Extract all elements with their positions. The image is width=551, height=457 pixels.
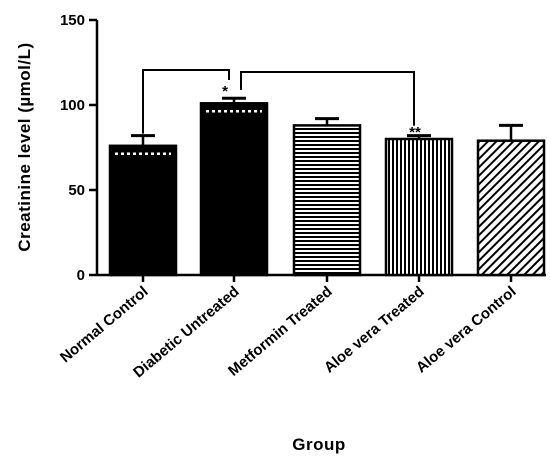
significance-bracket (240, 71, 415, 126)
y-tick-label: 50 (68, 182, 85, 199)
x-tick-label: Metformin Treated (225, 283, 336, 380)
bar-metformin-treated (292, 124, 362, 277)
y-tick-label: 0 (77, 267, 85, 284)
y-axis-title: Creatinine level (µmol/L) (15, 42, 34, 251)
bar-aloe-vera-control (476, 139, 546, 277)
y-axis: 0 50 100 150 (60, 12, 99, 284)
bar-diabetic-untreated (199, 102, 269, 277)
x-axis-title: Group (292, 435, 346, 454)
y-tick-label: 100 (60, 97, 85, 114)
x-tick-label: Aloe vera Control (413, 283, 520, 376)
significance-brackets: *** (142, 69, 421, 141)
significance-label: ** (409, 124, 421, 141)
error-bars (131, 96, 523, 146)
significance-bracket (142, 69, 230, 134)
bar-aloe-vera-treated (384, 137, 454, 277)
bars (108, 102, 546, 277)
x-tick-label: Aloe vera Treated (321, 283, 428, 376)
y-tick-label: 150 (60, 12, 85, 29)
x-tick-label: Normal Control (57, 283, 152, 366)
significance-label: * (222, 83, 228, 100)
bar-normal-control (108, 144, 178, 277)
